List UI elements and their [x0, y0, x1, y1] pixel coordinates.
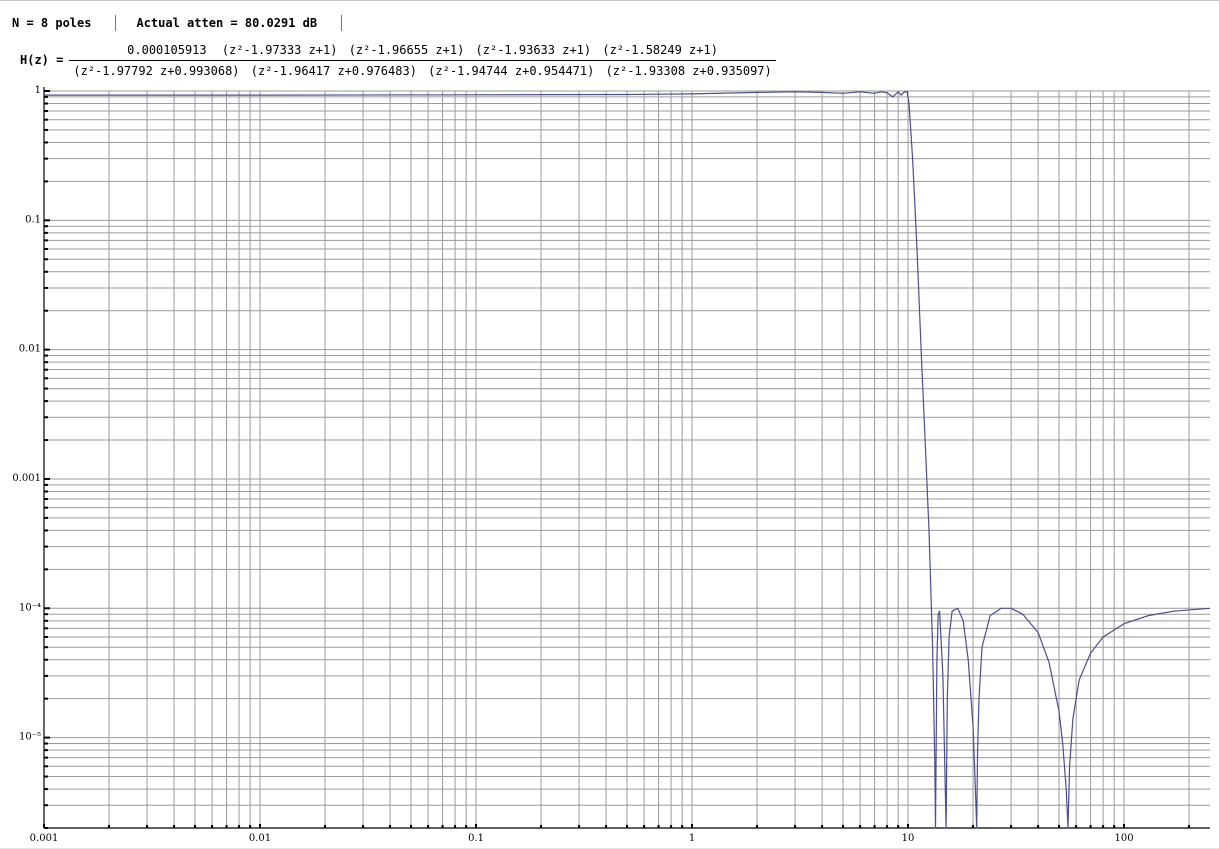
separator — [341, 15, 343, 31]
series-group — [44, 91, 1211, 829]
x-tick-label: 10 — [902, 833, 915, 844]
tf-denominator: (z²-1.97792 z+0.993068) (z²-1.96417 z+0.… — [69, 59, 776, 78]
top-border — [0, 0, 1219, 1]
denominator-factor: (z²-1.97792 z+0.993068) — [73, 63, 240, 78]
atten-label: Actual atten = 80.0291 dB — [136, 16, 318, 30]
numerator-factor: (z²-1.97333 z+1) — [221, 42, 338, 57]
poles-label: N = 8 poles — [12, 16, 92, 30]
tf-fraction: 0.000105913 (z²-1.97333 z+1) (z²-1.96655… — [69, 43, 776, 78]
denominator-factor: (z²-1.93308 z+0.935097) — [605, 63, 772, 78]
tf-label: H(z) = — [20, 53, 64, 67]
y-tick-label: 10⁻⁵ — [19, 732, 41, 743]
tick-labels: 0.001 0.01 0.1 1 10 100 1 0.1 0.01 0.001 10⁻⁴ 10⁻⁵ — [12, 85, 1133, 844]
x-tick-label: 0.01 — [249, 833, 271, 844]
x-tick-label: 0.1 — [468, 833, 484, 844]
tf-numerator: 0.000105913 (z²-1.97333 z+1) (z²-1.96655… — [123, 43, 722, 60]
y-tick-label: 10⁻⁴ — [19, 602, 41, 613]
y-tick-label: 0.001 — [12, 473, 41, 484]
denominator-factor: (z²-1.94744 z+0.954471) — [428, 63, 595, 78]
y-tick-label: 0.1 — [25, 214, 41, 225]
tf-gain: 0.000105913 — [127, 42, 207, 57]
separator — [115, 15, 117, 31]
denominator-factor: (z²-1.96417 z+0.976483) — [250, 63, 417, 78]
header-bar: N = 8 poles Actual atten = 80.0291 dB — [12, 14, 362, 32]
axes — [0, 87, 1219, 849]
x-tick-label: 1 — [689, 833, 695, 844]
response-curve — [44, 91, 1211, 829]
x-tick-label: 0.001 — [30, 833, 59, 844]
y-tick-label: 0.01 — [19, 344, 41, 355]
grid-lines — [43, 90, 1210, 829]
numerator-factor: (z²-1.93633 z+1) — [475, 42, 592, 57]
x-tick-label: 100 — [1114, 833, 1133, 844]
y-tick-label: 1 — [35, 85, 41, 96]
tick-marks — [43, 90, 1191, 829]
transfer-function: H(z) = 0.000105913 (z²-1.97333 z+1) (z²-… — [20, 38, 776, 82]
numerator-factor: (z²-1.58249 z+1) — [602, 42, 718, 57]
numerator-factor: (z²-1.96655 z+1) — [348, 42, 465, 57]
